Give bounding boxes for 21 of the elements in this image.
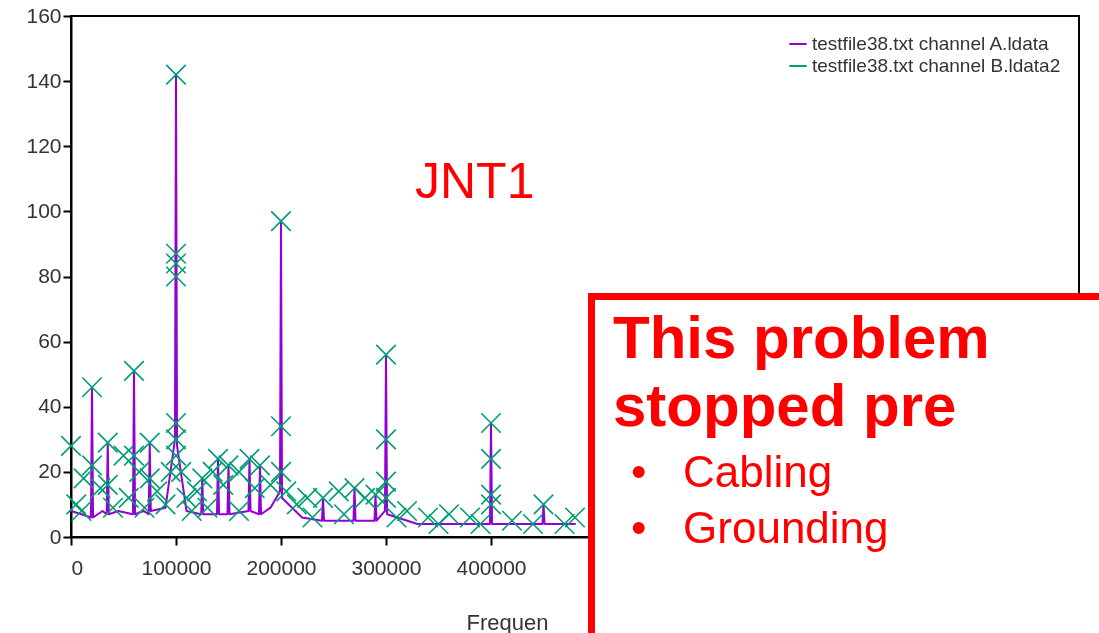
annotation: • Grounding	[631, 502, 890, 554]
annotation: This problem	[613, 304, 991, 372]
y-tick-label: 140	[26, 68, 62, 92]
y-tick-label: 60	[38, 329, 62, 353]
x-tick-label: 300000	[351, 555, 422, 579]
y-tick-label: 0	[49, 524, 62, 548]
annotation: stopped pre	[613, 372, 958, 440]
x-tick-label: 0	[71, 555, 84, 579]
y-tick-label: 160	[26, 3, 62, 27]
annotation: • Cabling	[631, 446, 834, 498]
x-tick-label: 200000	[246, 555, 317, 579]
y-tick-label: 20	[38, 459, 62, 483]
x-tick-label: 400000	[456, 555, 527, 579]
x-tick-label: 100000	[141, 555, 212, 579]
y-tick-label: 40	[38, 394, 62, 418]
annotation: JNT1	[415, 152, 535, 210]
legend-label: testfile38.txt channel B.ldata2	[812, 55, 1061, 76]
legend-label: testfile38.txt channel A.ldata	[812, 33, 1050, 54]
y-tick-label: 80	[38, 264, 62, 287]
y-tick-label: 100	[26, 198, 62, 222]
y-tick-label: 120	[26, 133, 62, 157]
